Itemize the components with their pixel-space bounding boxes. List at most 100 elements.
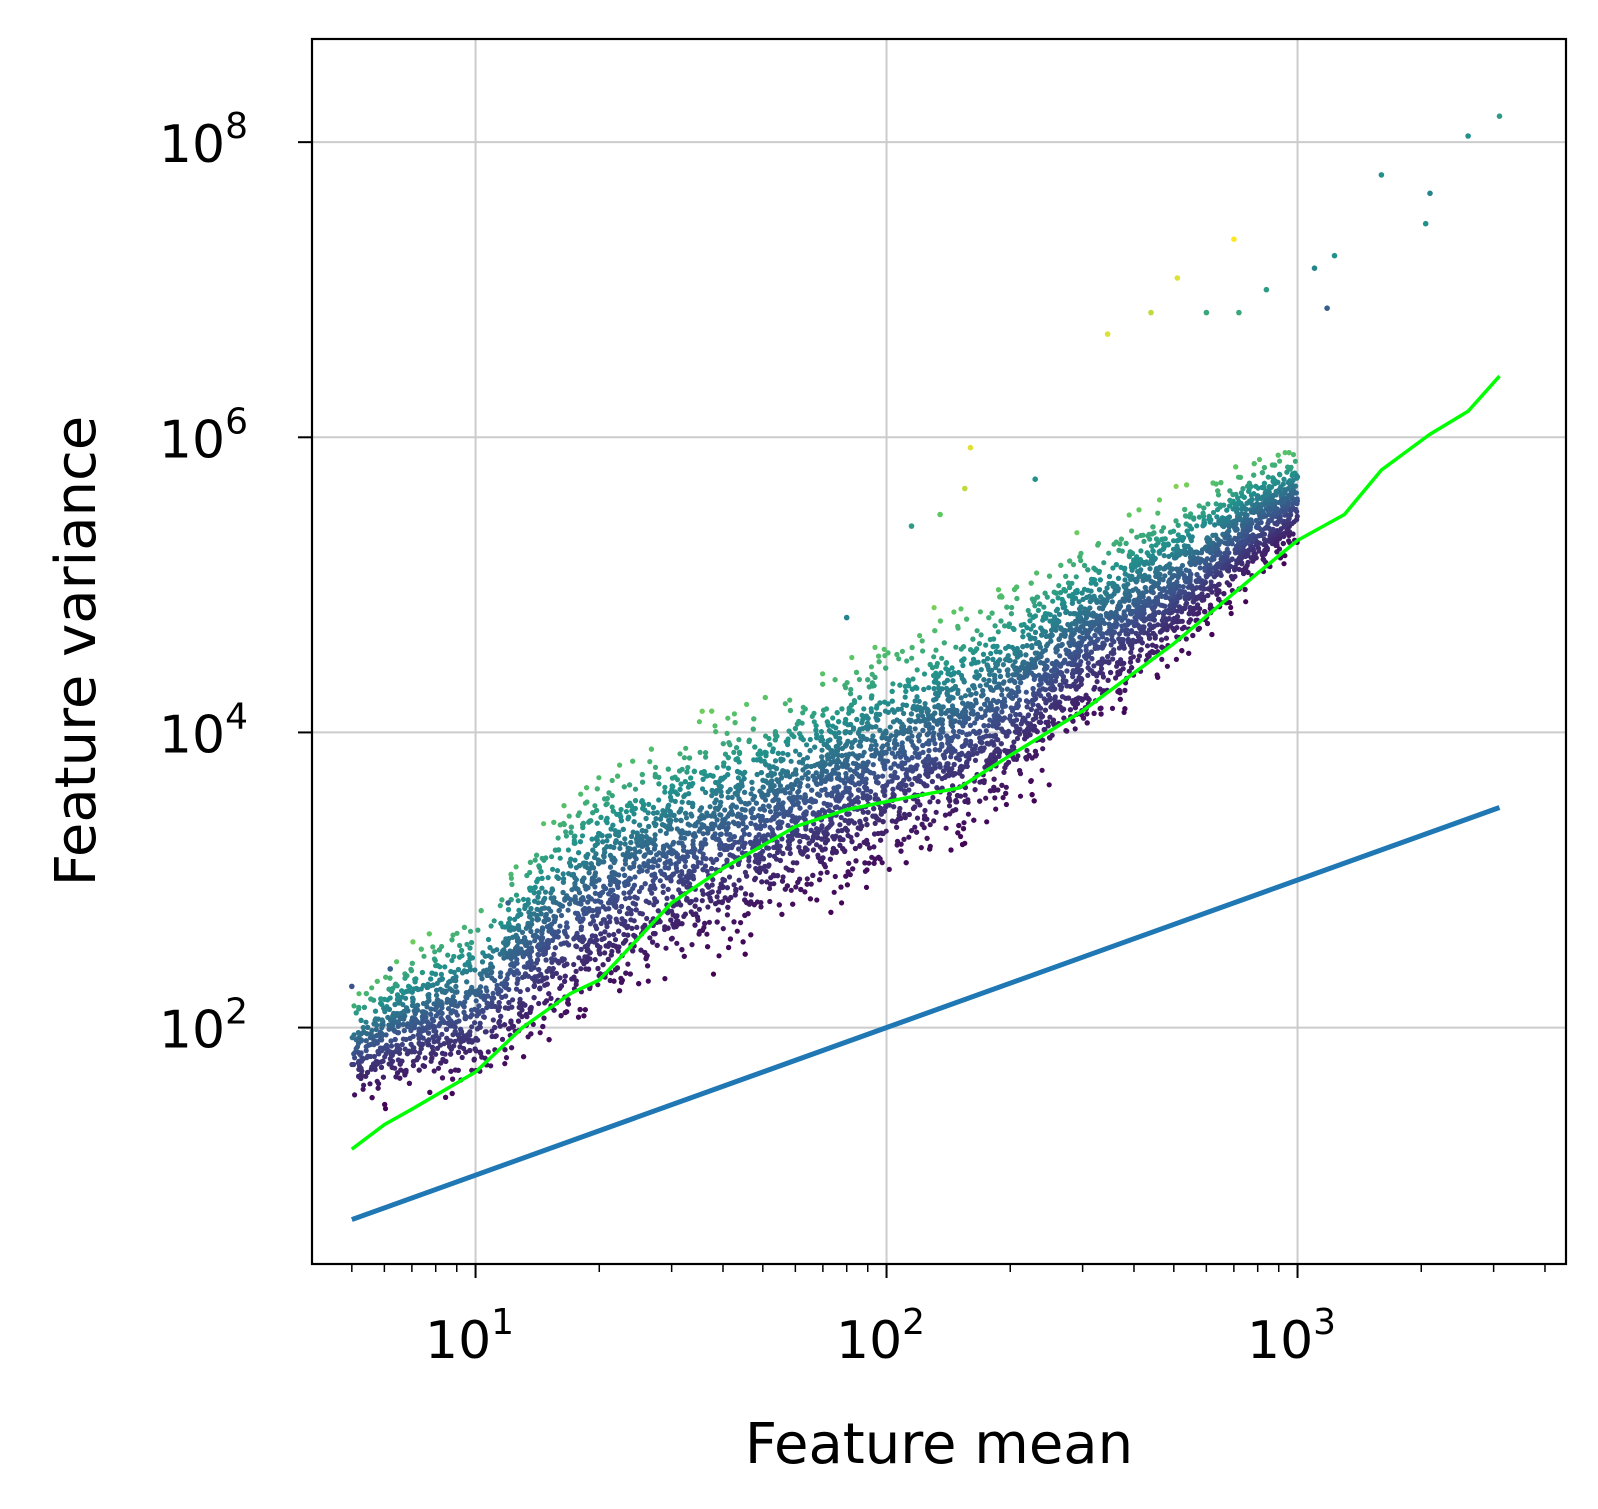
data-point bbox=[984, 819, 990, 825]
data-point bbox=[549, 973, 556, 980]
data-point bbox=[623, 809, 630, 815]
data-point bbox=[1055, 595, 1061, 601]
data-point bbox=[685, 764, 691, 771]
data-point bbox=[837, 822, 843, 828]
data-point bbox=[622, 836, 628, 842]
data-point bbox=[657, 828, 664, 834]
data-point bbox=[931, 654, 937, 660]
data-point bbox=[475, 927, 481, 933]
data-point bbox=[1292, 458, 1298, 464]
data-point bbox=[1135, 657, 1141, 664]
data-point bbox=[950, 728, 957, 735]
data-point bbox=[1007, 678, 1013, 684]
data-point bbox=[976, 641, 983, 647]
data-point bbox=[363, 1019, 369, 1025]
data-point bbox=[568, 856, 574, 862]
data-point bbox=[700, 831, 706, 837]
data-point bbox=[921, 671, 928, 677]
data-point bbox=[472, 1020, 478, 1026]
data-point bbox=[931, 818, 937, 824]
data-point bbox=[988, 650, 994, 657]
data-point bbox=[560, 871, 566, 877]
data-point bbox=[922, 701, 928, 707]
data-point bbox=[374, 1078, 380, 1084]
data-point bbox=[814, 897, 820, 903]
data-point bbox=[918, 845, 924, 851]
data-point bbox=[910, 676, 916, 682]
data-point bbox=[489, 1028, 495, 1034]
data-point bbox=[445, 952, 451, 958]
data-point bbox=[1210, 509, 1217, 516]
data-point bbox=[926, 685, 932, 691]
data-point bbox=[1024, 747, 1030, 754]
data-point bbox=[995, 737, 1001, 743]
data-point bbox=[872, 644, 878, 651]
data-point bbox=[1122, 687, 1128, 694]
data-point bbox=[716, 953, 722, 959]
data-point bbox=[352, 1092, 358, 1098]
data-point bbox=[992, 795, 998, 801]
data-point bbox=[746, 831, 752, 838]
data-point bbox=[601, 935, 607, 942]
data-point bbox=[815, 854, 822, 861]
data-point bbox=[1065, 621, 1071, 628]
data-point bbox=[914, 694, 920, 700]
data-point bbox=[901, 710, 907, 717]
data-point bbox=[1113, 675, 1119, 681]
data-point bbox=[1033, 715, 1039, 721]
data-point bbox=[637, 849, 643, 855]
data-point bbox=[1173, 483, 1179, 489]
data-point bbox=[835, 757, 841, 763]
data-point bbox=[542, 889, 549, 895]
data-point bbox=[604, 838, 610, 844]
data-point bbox=[785, 822, 791, 829]
data-point bbox=[818, 870, 824, 876]
data-point bbox=[915, 713, 921, 719]
data-point bbox=[356, 991, 362, 997]
data-point bbox=[909, 655, 915, 661]
data-point bbox=[820, 671, 826, 677]
data-point bbox=[871, 844, 877, 850]
data-point bbox=[912, 824, 918, 830]
data-point bbox=[703, 789, 709, 796]
data-point bbox=[1126, 597, 1132, 604]
data-point bbox=[863, 884, 870, 891]
data-point bbox=[818, 729, 825, 735]
data-point bbox=[564, 920, 570, 926]
data-point bbox=[369, 985, 375, 991]
data-point bbox=[1183, 636, 1189, 642]
data-point bbox=[714, 894, 720, 900]
data-point bbox=[397, 1050, 403, 1056]
data-point bbox=[993, 806, 999, 812]
data-point bbox=[394, 959, 400, 965]
data-point bbox=[1035, 607, 1041, 614]
data-point bbox=[573, 968, 579, 975]
data-point bbox=[557, 923, 563, 929]
data-point bbox=[1101, 620, 1108, 627]
data-point bbox=[1155, 510, 1161, 516]
data-point bbox=[1003, 801, 1010, 808]
data-point bbox=[549, 854, 555, 860]
data-point bbox=[563, 833, 570, 839]
data-point bbox=[497, 903, 503, 909]
data-point bbox=[632, 874, 638, 880]
data-point bbox=[898, 815, 904, 822]
data-point bbox=[965, 811, 972, 817]
data-point bbox=[752, 877, 758, 883]
data-point bbox=[887, 724, 893, 730]
data-point bbox=[1101, 560, 1107, 566]
data-point bbox=[1205, 501, 1211, 507]
data-point bbox=[558, 912, 565, 919]
data-point bbox=[572, 894, 578, 900]
data-point bbox=[715, 907, 721, 913]
data-point bbox=[849, 654, 855, 661]
data-point bbox=[707, 804, 713, 810]
data-point bbox=[1194, 523, 1200, 529]
data-point bbox=[767, 898, 773, 905]
data-point bbox=[702, 837, 708, 843]
data-point bbox=[1039, 767, 1045, 773]
data-point bbox=[1099, 656, 1105, 662]
data-point bbox=[881, 646, 887, 652]
data-point bbox=[509, 997, 516, 1003]
data-point bbox=[1256, 456, 1263, 463]
